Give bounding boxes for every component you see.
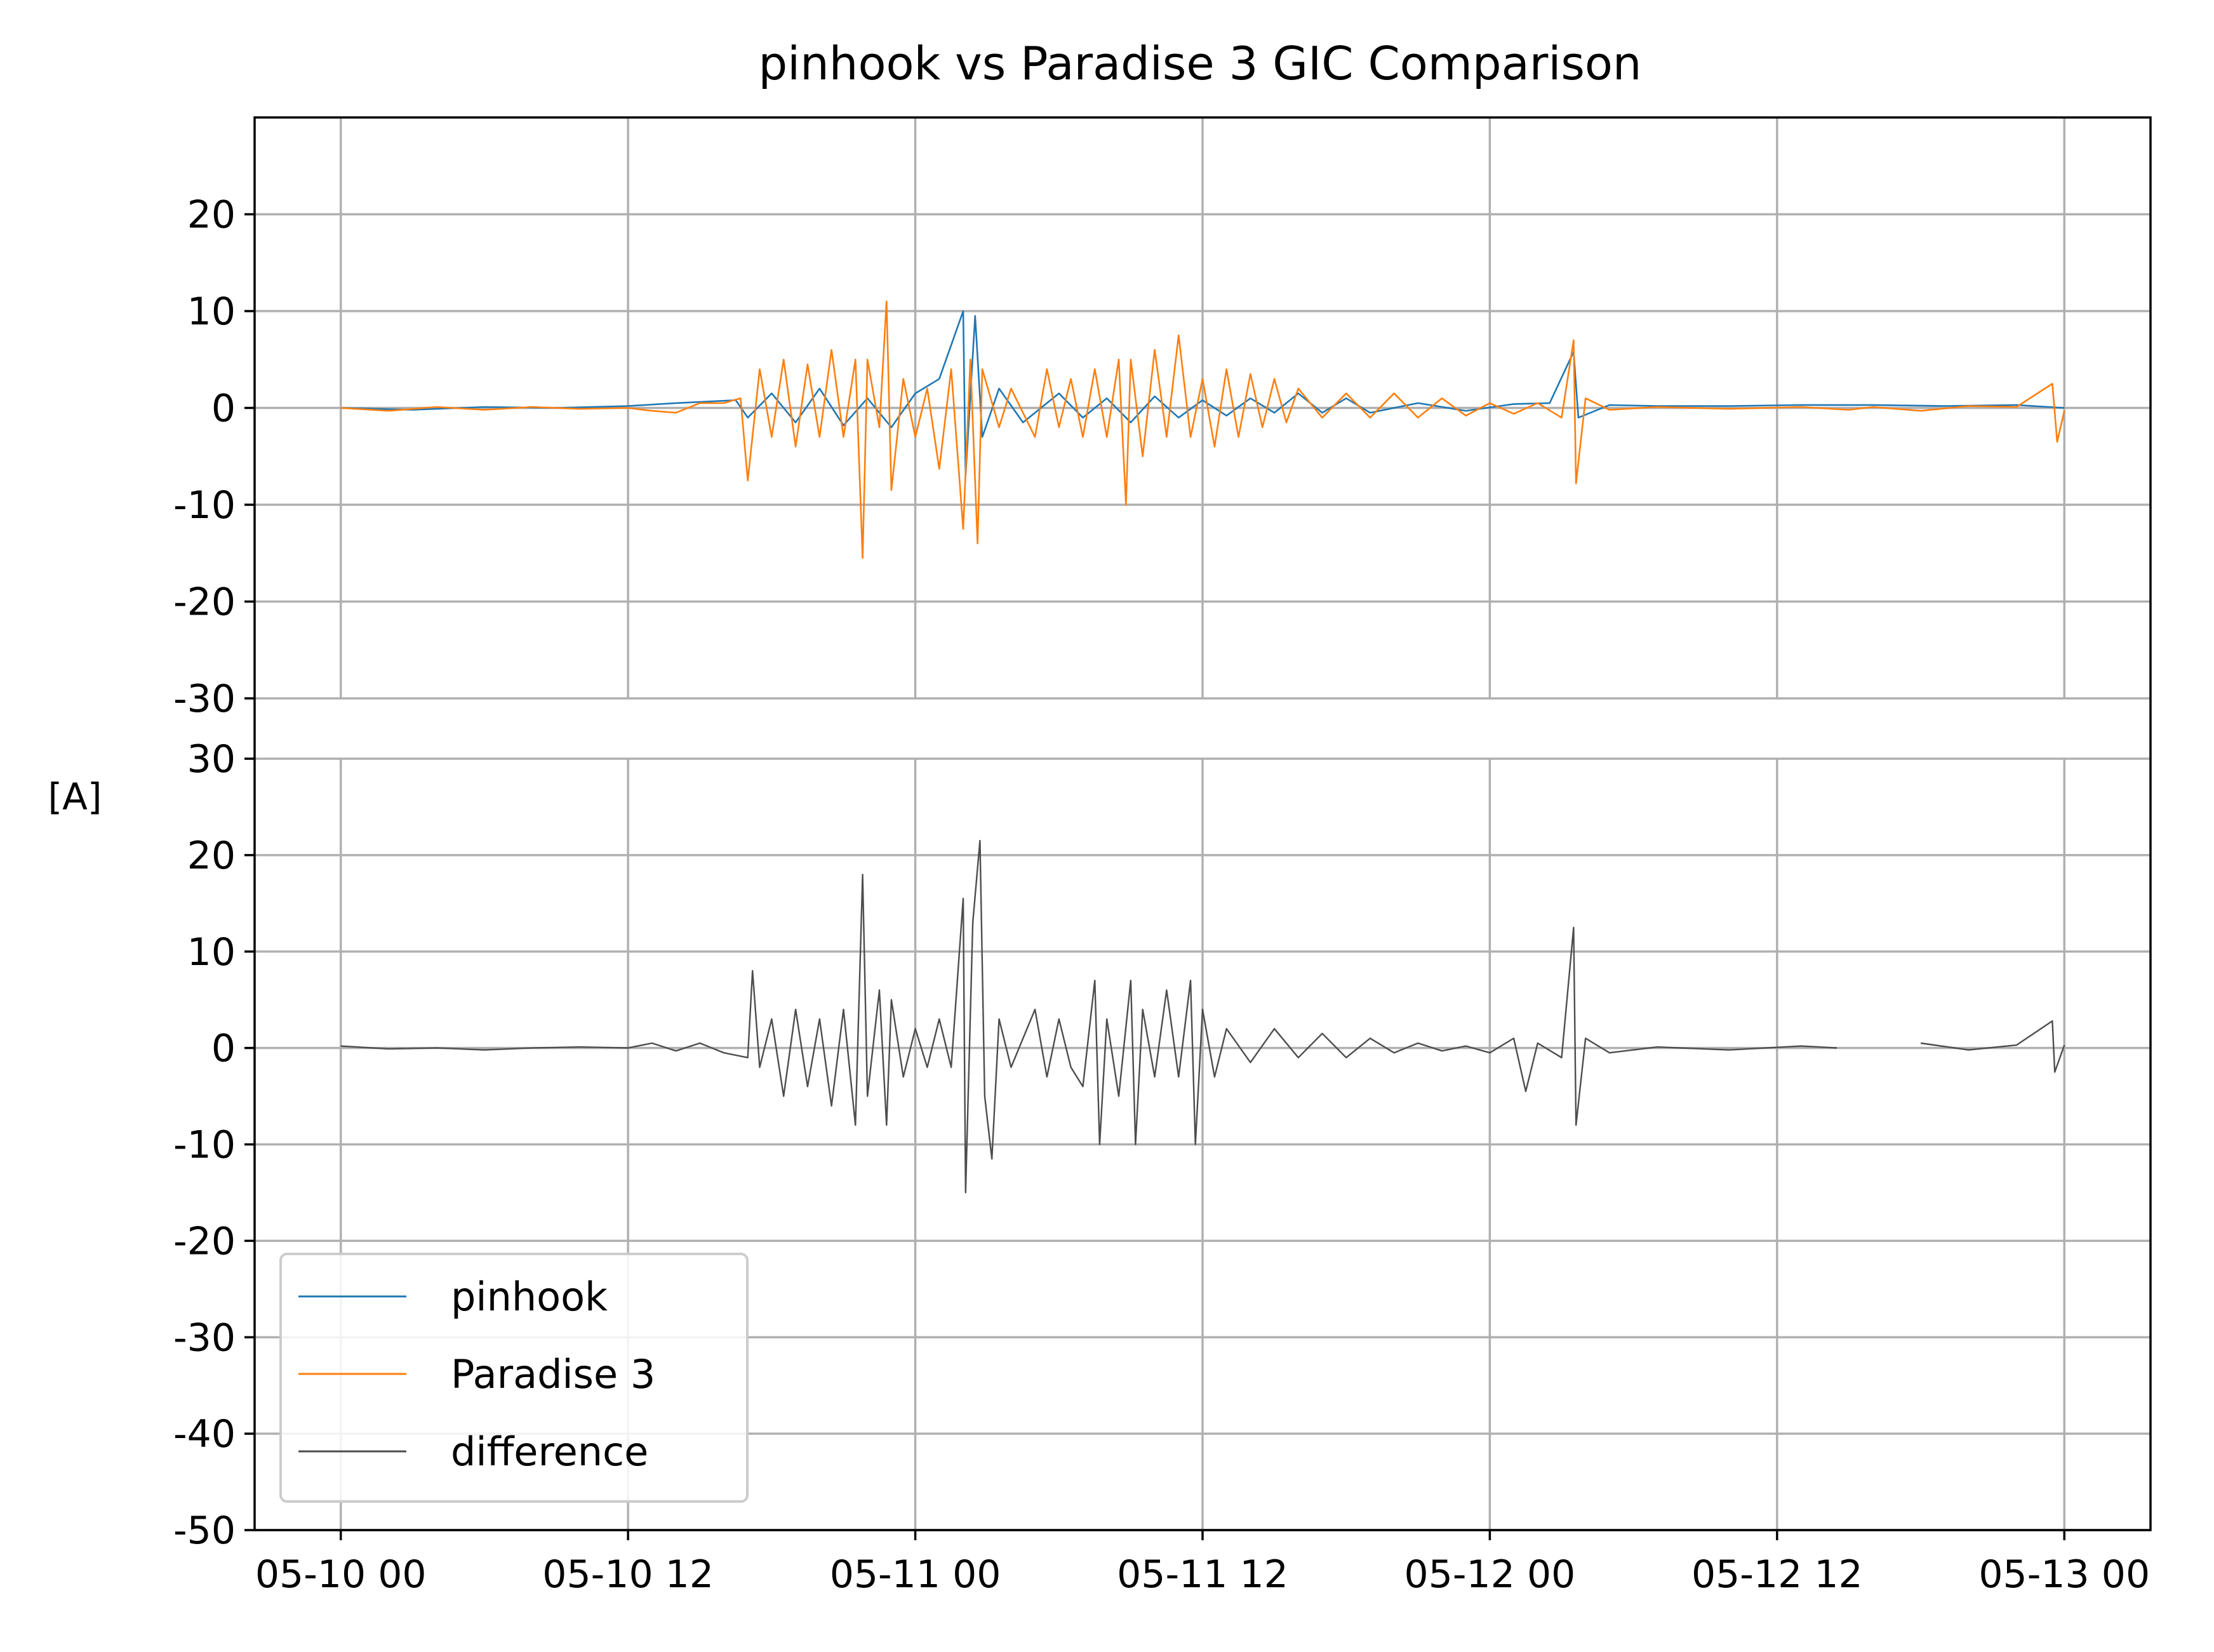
y-tick-label: -20 bbox=[173, 580, 236, 625]
y-tick-label: 10 bbox=[187, 290, 236, 334]
y-tick-label: 0 bbox=[211, 1027, 236, 1071]
bottom-panel-y-ticks: -50 -40 -30 -20 -10 0 10 20 30 bbox=[173, 737, 255, 1553]
x-tick-label: 05-13 00 bbox=[1978, 1552, 2150, 1597]
series-line-pinhook bbox=[340, 310, 2065, 477]
y-tick-label: -10 bbox=[173, 1123, 236, 1168]
legend-entries: pinhook Paradise 3 difference bbox=[298, 1274, 655, 1475]
legend-label: pinhook bbox=[451, 1274, 608, 1320]
x-tick-label: 05-12 00 bbox=[1404, 1552, 1576, 1597]
axes-frame bbox=[253, 116, 2152, 1531]
y-tick-label: -30 bbox=[173, 677, 236, 721]
series-line-difference bbox=[340, 839, 2065, 1194]
x-tick-label: 05-12 12 bbox=[1691, 1552, 1863, 1597]
x-axis-ticks: 05-10 00 05-10 12 05-11 00 05-11 12 05-12 00… bbox=[255, 1530, 2150, 1597]
legend-box bbox=[279, 1253, 749, 1503]
y-tick-label: -50 bbox=[173, 1509, 236, 1553]
legend-label: Paradise 3 bbox=[451, 1351, 655, 1397]
y-tick-label: -20 bbox=[173, 1219, 236, 1263]
y-tick-label: 0 bbox=[211, 387, 236, 431]
y-axis-label: [A] bbox=[48, 775, 102, 818]
y-tick-label: 30 bbox=[187, 737, 236, 782]
x-tick-label: 05-10 00 bbox=[255, 1552, 427, 1597]
bottom-panel-lines bbox=[340, 839, 2065, 1194]
chart-title: pinhook vs Paradise 3 GIC Comparison bbox=[758, 37, 1641, 90]
top-panel-lines bbox=[340, 300, 2065, 559]
legend: pinhook Paradise 3 difference bbox=[279, 1253, 749, 1503]
y-tick-label: 20 bbox=[187, 193, 236, 237]
y-tick-label: -30 bbox=[173, 1316, 236, 1360]
y-tick-label: 20 bbox=[187, 834, 236, 878]
x-tick-label: 05-11 00 bbox=[830, 1552, 1001, 1597]
series-line-paradise-3 bbox=[340, 300, 2065, 559]
y-tick-label: -40 bbox=[173, 1412, 236, 1456]
y-tick-label: -10 bbox=[173, 483, 236, 528]
top-panel: -30 -20 -10 0 10 20 bbox=[173, 117, 2151, 721]
x-tick-label: 05-10 12 bbox=[542, 1552, 714, 1597]
y-tick-label: 10 bbox=[187, 930, 236, 975]
legend-label: difference bbox=[451, 1429, 648, 1475]
x-tick-label: 05-11 12 bbox=[1117, 1552, 1288, 1597]
top-panel-y-ticks: -30 -20 -10 0 10 20 bbox=[173, 193, 255, 721]
